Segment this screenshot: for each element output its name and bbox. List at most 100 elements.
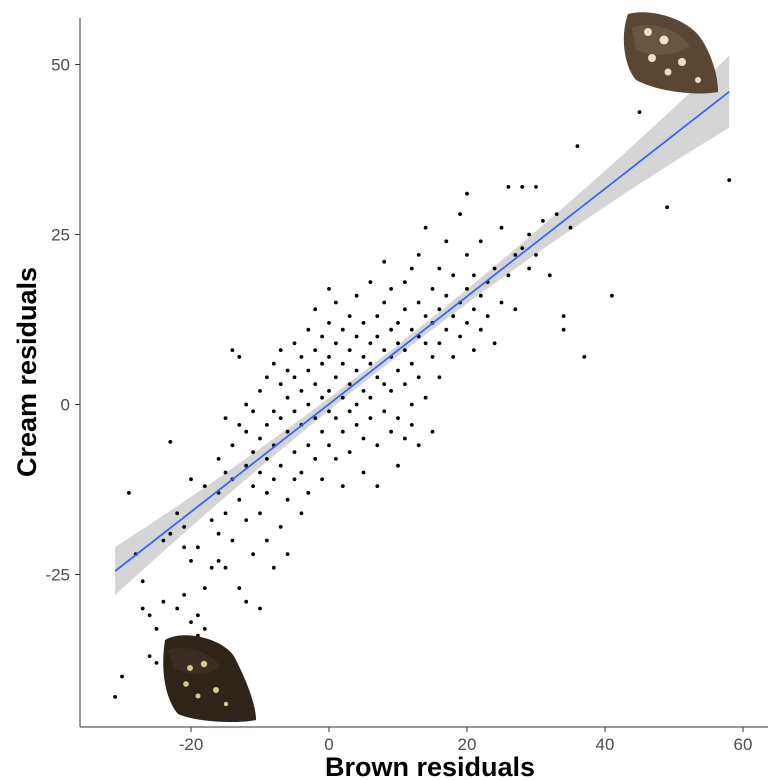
data-point — [223, 511, 228, 516]
data-point — [306, 443, 311, 448]
data-point — [140, 606, 145, 611]
data-point — [168, 440, 173, 444]
data-point — [147, 654, 152, 658]
data-point — [327, 443, 331, 448]
data-point — [382, 300, 387, 305]
data-point — [292, 450, 297, 454]
data-point — [416, 375, 421, 380]
data-point — [306, 368, 311, 373]
x-tick-label: 20 — [458, 735, 477, 754]
data-point — [354, 334, 359, 339]
data-point — [375, 314, 380, 318]
data-point — [554, 212, 559, 217]
data-point — [416, 253, 421, 257]
data-point — [320, 429, 324, 434]
data-point — [306, 402, 311, 407]
x-tick-label: 0 — [324, 735, 333, 754]
data-point — [299, 470, 304, 475]
data-point — [175, 606, 180, 611]
data-point — [347, 409, 352, 414]
data-point — [361, 436, 366, 441]
data-point — [444, 327, 449, 332]
data-point — [202, 586, 207, 590]
data-point — [416, 300, 421, 305]
data-point — [375, 443, 380, 448]
data-point — [154, 661, 159, 665]
data-point — [382, 409, 387, 414]
data-point — [299, 355, 304, 359]
confidence-band — [115, 55, 730, 596]
data-point — [665, 205, 669, 210]
data-point — [409, 327, 414, 332]
data-point — [354, 293, 359, 298]
data-point — [437, 375, 442, 380]
data-point — [237, 355, 242, 359]
data-point — [499, 225, 504, 230]
data-point — [561, 327, 566, 332]
data-point — [610, 293, 614, 298]
data-point — [375, 375, 380, 380]
data-point — [478, 239, 483, 244]
data-point — [244, 429, 249, 434]
data-point — [423, 314, 428, 318]
data-point — [313, 348, 318, 352]
data-point — [271, 361, 276, 366]
data-point — [389, 327, 393, 332]
y-tick-label: 25 — [51, 226, 70, 245]
brown-wing-image — [163, 635, 256, 722]
data-point — [251, 552, 256, 556]
data-point — [168, 531, 173, 536]
x-tick-label: -20 — [179, 735, 204, 754]
data-point — [271, 477, 276, 482]
data-point — [485, 314, 490, 318]
data-point — [292, 375, 297, 380]
data-point — [313, 307, 318, 312]
data-point — [430, 355, 435, 359]
data-point — [334, 341, 338, 346]
data-point — [320, 334, 324, 339]
data-point — [382, 382, 387, 386]
data-point — [416, 443, 421, 448]
data-point — [472, 273, 476, 278]
data-point — [451, 273, 456, 278]
data-point — [368, 395, 373, 400]
y-tick-label: 50 — [51, 56, 70, 75]
data-point — [409, 361, 414, 366]
data-point — [403, 436, 407, 441]
data-point — [285, 552, 290, 556]
data-point — [361, 470, 366, 475]
data-point — [403, 307, 407, 312]
data-point — [285, 497, 290, 502]
data-point — [278, 463, 283, 468]
data-point — [637, 110, 642, 114]
data-point — [340, 429, 345, 434]
data-point — [513, 307, 518, 312]
data-point — [285, 395, 290, 400]
data-point — [396, 368, 400, 373]
data-point — [320, 395, 324, 400]
data-point — [126, 491, 131, 495]
data-point — [389, 287, 393, 291]
data-point — [334, 457, 338, 461]
data-point — [223, 565, 228, 570]
data-point — [306, 491, 311, 495]
y-tick-label: 0 — [61, 396, 70, 415]
data-point — [727, 178, 732, 183]
x-axis-title: Brown residuals — [325, 752, 535, 780]
data-point — [472, 307, 476, 312]
data-point — [506, 185, 511, 189]
data-point — [285, 429, 290, 434]
data-point — [189, 620, 193, 624]
data-point — [161, 538, 166, 543]
y-axis-ticks: -25 0 25 50 — [45, 56, 80, 585]
data-point — [458, 212, 462, 217]
data-point — [582, 355, 587, 359]
data-point — [258, 436, 262, 441]
data-point — [437, 266, 442, 271]
data-point — [223, 416, 228, 420]
data-point — [271, 409, 276, 414]
data-point — [202, 484, 207, 488]
data-point — [444, 239, 449, 244]
data-point — [409, 266, 414, 271]
data-point — [251, 450, 256, 454]
